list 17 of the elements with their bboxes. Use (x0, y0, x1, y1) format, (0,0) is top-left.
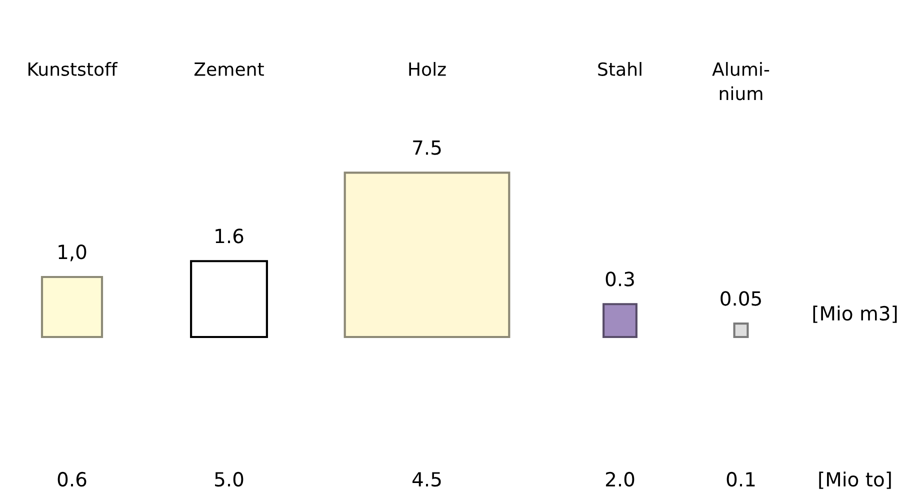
text: [Mio to] (819, 472, 891, 489)
data-label: 0.05 (720, 291, 761, 306)
data-label: 4.5 (412, 472, 441, 487)
data-label: 1.6 (216, 228, 244, 244)
data-label: 0.6 (58, 472, 86, 487)
data-label: 1,0 (58, 244, 86, 262)
data-label: 0.3 (606, 272, 634, 286)
data-label: 0.1 (726, 472, 755, 487)
text: [Mio m3] (813, 306, 897, 323)
data-label: 7.5 (413, 140, 441, 155)
category-label: Stahl (598, 62, 642, 76)
category-label: Alumi- nium (712, 62, 770, 100)
category-label: Zement (194, 62, 264, 76)
data-label: 5.0 (215, 472, 244, 487)
category-label: Holz (409, 62, 446, 76)
data-label: 2.0 (606, 472, 634, 487)
category-label: Kunststoff (28, 62, 118, 76)
